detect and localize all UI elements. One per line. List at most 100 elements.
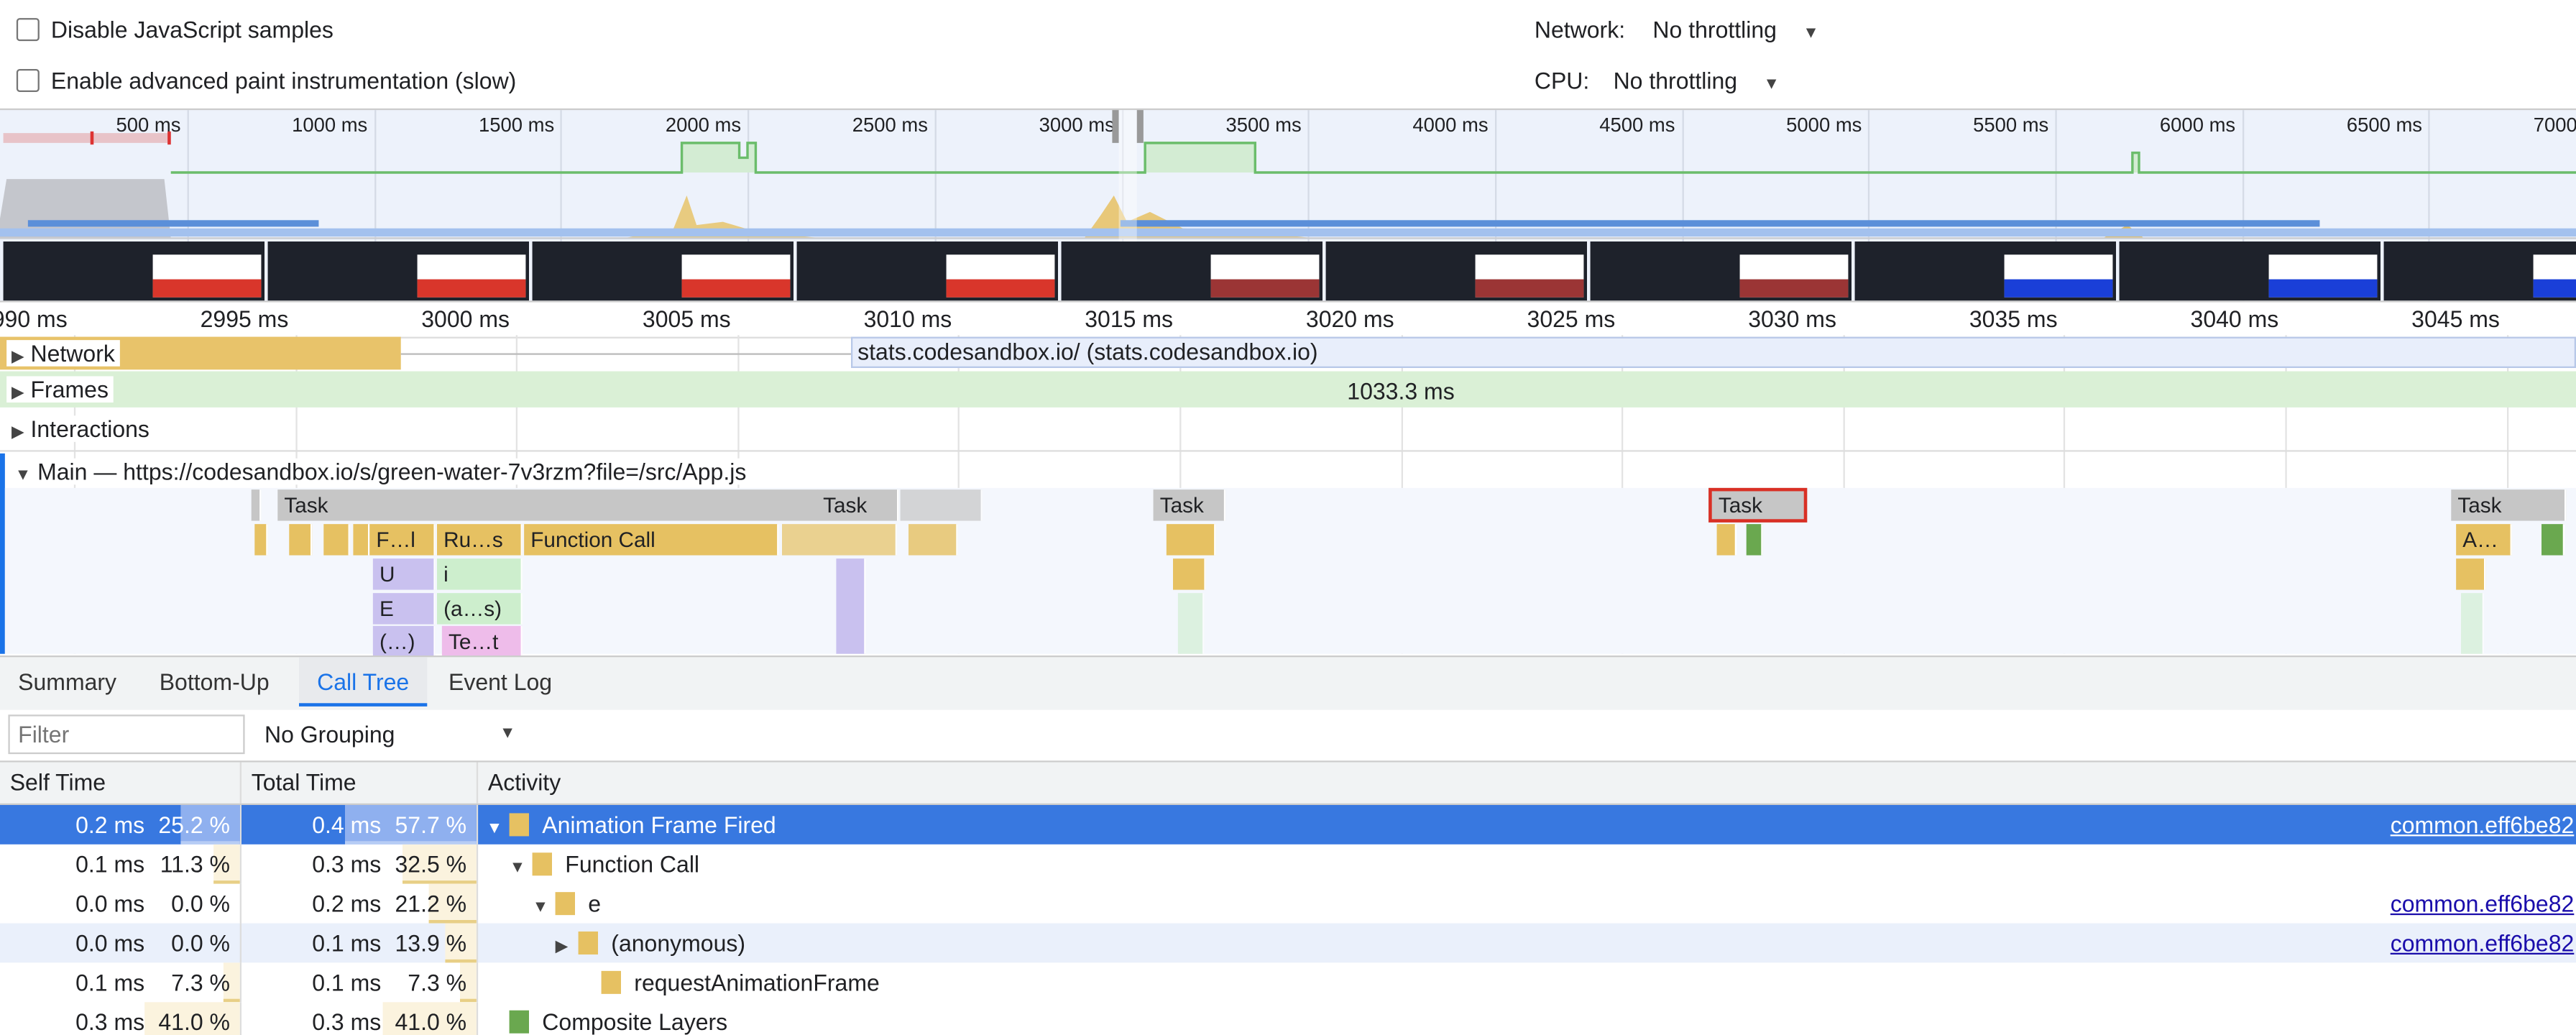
table-row[interactable]: 0.1 ms 11.3 % 0.3 ms 32.5 % ▼ Function Call <box>0 844 2576 884</box>
function-block[interactable] <box>323 524 350 556</box>
network-request-stats[interactable]: stats.codesandbox.io/ (stats.codesandbox… <box>850 336 2576 368</box>
source-link[interactable]: common.eff6be82 <box>2390 929 2575 957</box>
function-block[interactable]: F…l <box>369 524 436 556</box>
function-block[interactable] <box>781 524 897 556</box>
function-block[interactable] <box>1166 524 1216 556</box>
function-block[interactable] <box>908 524 958 556</box>
disable-js-samples-checkbox[interactable] <box>16 18 40 42</box>
overview-gridline <box>934 110 937 301</box>
tab-event-log[interactable]: Event Log <box>448 668 553 695</box>
interactions-track-toggle[interactable]: ▶ Interactions <box>6 415 155 442</box>
row-total-time: 0.4 ms 57.7 % <box>242 804 479 845</box>
advanced-paint-checkbox[interactable] <box>16 68 40 92</box>
function-block[interactable] <box>254 524 268 556</box>
long-task-marker <box>167 131 171 145</box>
composite-block[interactable] <box>2541 524 2564 556</box>
grouping-select[interactable]: No Grouping ▼ <box>264 721 528 748</box>
function-block[interactable]: U <box>372 558 436 590</box>
table-row[interactable]: 0.0 ms 0.0 % 0.2 ms 21.2 % ▼ e common.eff6be82 <box>0 883 2576 924</box>
overview-tick-label: 1000 ms <box>292 113 368 137</box>
table-row[interactable]: 0.1 ms 7.3 % 0.1 ms 7.3 % requestAnimationFr… <box>0 962 2576 1003</box>
function-block[interactable]: i <box>436 558 523 590</box>
screenshot-thumbnail[interactable] <box>1854 241 2116 301</box>
frames-track[interactable]: ▶ Frames 1033.3 ms <box>0 371 2576 408</box>
collapse-triangle-icon[interactable]: ▼ <box>486 819 503 838</box>
function-block[interactable] <box>1177 593 1205 654</box>
task-block[interactable]: Task <box>2451 489 2567 521</box>
selected-task-block[interactable]: Task <box>1708 487 1808 523</box>
source-link[interactable]: common.eff6be82 <box>2390 811 2575 838</box>
function-block[interactable]: (a…s) <box>436 593 523 625</box>
task-block[interactable] <box>251 489 262 521</box>
total-time-pct: 13.9 % <box>395 929 467 957</box>
function-block[interactable] <box>2460 593 2484 654</box>
self-time-bar <box>181 804 240 845</box>
table-row[interactable]: 0.0 ms 0.0 % 0.1 ms 13.9 % ▶ (anonymous) commo… <box>0 923 2576 963</box>
cpu-throttling-value: No throttling <box>1613 67 1738 94</box>
screenshot-thumbnail[interactable] <box>1325 241 1587 301</box>
cpu-throttling-select[interactable]: No throttling ▼ <box>1614 68 1794 94</box>
self-time-header[interactable]: Self Time <box>0 762 242 804</box>
function-call-block[interactable]: Function Call <box>524 524 779 556</box>
total-time-bar <box>383 1002 477 1035</box>
table-row[interactable]: 0.2 ms 25.2 % 0.4 ms 57.7 % ▼ Animation Frame… <box>0 804 2576 845</box>
screenshot-thumbnail[interactable] <box>267 241 529 301</box>
function-block[interactable] <box>353 524 370 556</box>
main-track[interactable]: ▼ Main — https://codesandbox.io/s/green-… <box>0 453 2576 658</box>
selection-handle-left[interactable] <box>1112 110 1119 143</box>
screenshot-thumbnail[interactable] <box>1590 241 1852 301</box>
function-block[interactable]: Ru…s <box>436 524 523 556</box>
screenshot-thumbnail[interactable] <box>2119 241 2380 301</box>
expand-triangle-icon[interactable]: ▶ <box>555 938 569 957</box>
collapse-triangle-icon[interactable]: ▼ <box>532 898 549 917</box>
screenshot-counter <box>417 279 526 298</box>
network-throttling-select[interactable]: No throttling ▼ <box>1652 17 1846 43</box>
total-time-header[interactable]: Total Time <box>242 762 479 804</box>
tab-bottom-up[interactable]: Bottom-Up <box>159 668 270 695</box>
function-block[interactable]: A… <box>2456 524 2512 556</box>
function-block[interactable]: Te…t <box>441 625 523 658</box>
interactions-track-label: Interactions <box>30 415 150 442</box>
activity-header[interactable]: Activity <box>487 768 561 796</box>
screenshot-counter <box>2004 279 2113 298</box>
overview-tick-label: 3000 ms <box>1039 113 1115 137</box>
screenshot-thumbnail[interactable] <box>2383 241 2576 301</box>
function-block[interactable] <box>289 524 313 556</box>
function-block[interactable] <box>836 558 866 654</box>
function-block[interactable] <box>1172 558 1206 590</box>
collapse-triangle-icon[interactable]: ▼ <box>509 859 526 878</box>
function-block[interactable]: E <box>372 593 436 625</box>
row-activity: ▶ (anonymous) <box>556 924 745 963</box>
task-block[interactable]: Task <box>816 489 899 521</box>
screenshot-thumbnail[interactable] <box>1061 241 1322 301</box>
ruler-tick-label: 3035 ms <box>1969 305 2058 332</box>
timeline-overview[interactable]: 500 ms 1000 ms 1500 ms 2000 ms 2500 ms 3000 m… <box>0 108 2576 301</box>
task-block[interactable]: Task <box>277 489 819 521</box>
function-block[interactable]: (…) <box>372 625 436 658</box>
source-link[interactable]: common.eff6be82 <box>2390 890 2575 917</box>
overview-gridline <box>561 110 563 301</box>
flame-chart[interactable]: Task Task Task Task Task F…l Ru…s Functi… <box>4 487 2576 658</box>
filter-input[interactable] <box>8 714 245 755</box>
screenshot-preview <box>681 254 791 298</box>
tab-call-tree[interactable]: Call Tree <box>298 657 428 707</box>
main-track-toggle[interactable]: ▼ Main — https://codesandbox.io/s/green-… <box>9 458 752 485</box>
screenshot-thumbnail[interactable] <box>532 241 794 301</box>
selection-handle-right[interactable] <box>1136 110 1144 143</box>
ruler-tick-label: 3015 ms <box>1085 305 1173 332</box>
function-block[interactable] <box>1716 524 1736 556</box>
tab-summary[interactable]: Summary <box>18 668 117 695</box>
table-row[interactable]: 0.3 ms 41.0 % 0.3 ms 41.0 % Composite Layers <box>0 1002 2576 1035</box>
screenshot-thumbnail[interactable] <box>3 241 264 301</box>
self-time-bar <box>223 962 240 1003</box>
frames-track-toggle[interactable]: ▶ Frames <box>6 376 114 402</box>
task-block[interactable]: Task <box>1153 489 1226 521</box>
network-track[interactable]: ▶ Network stats.codesandbox.io/ (stats.c… <box>0 335 2576 371</box>
interactions-track[interactable]: ▶ Interactions <box>0 410 2576 452</box>
screenshot-thumbnail[interactable] <box>796 241 1058 301</box>
function-block[interactable] <box>2456 558 2486 590</box>
network-track-toggle[interactable]: ▶ Network <box>6 340 120 367</box>
task-block[interactable] <box>900 489 983 521</box>
network-throttling-value: No throttling <box>1652 16 1777 43</box>
composite-block[interactable] <box>1746 524 1763 556</box>
